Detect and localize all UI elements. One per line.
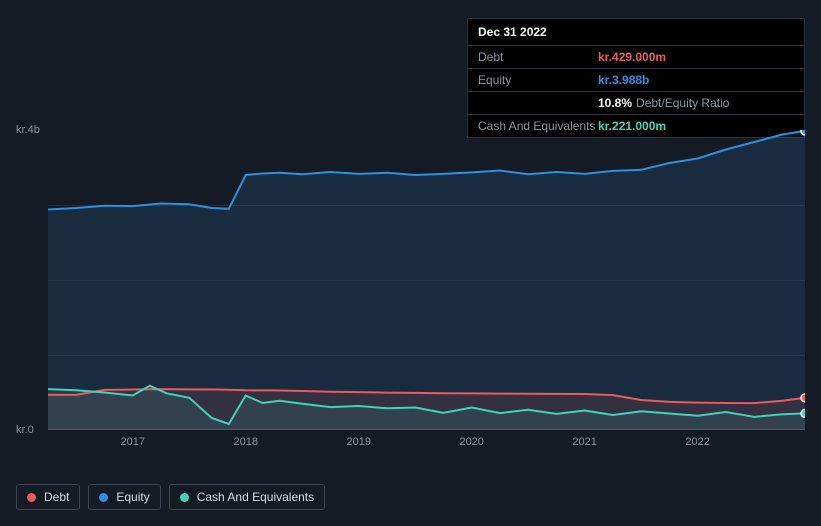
legend-dot-icon — [27, 493, 36, 502]
x-axis-labels: 2017 2018 2019 2020 2021 2022 — [48, 436, 805, 454]
chart-area: 2017 2018 2019 2020 2021 2022 kr.0 kr.4b — [16, 120, 805, 450]
legend: Debt Equity Cash And Equivalents — [16, 484, 325, 510]
y-axis-label: kr.0 — [16, 424, 48, 436]
tooltip-row: Debtkr.429.000m — [468, 46, 804, 69]
x-axis-label: 2017 — [120, 436, 144, 448]
plot-area[interactable] — [48, 130, 805, 430]
chart-container: Dec 31 2022 Debtkr.429.000mEquitykr.3.98… — [0, 0, 821, 526]
tooltip-row-label: Debt — [478, 50, 598, 64]
x-axis-label: 2019 — [346, 436, 370, 448]
tooltip-row-value: kr.3.988b — [598, 73, 649, 87]
series-end-dot-debt — [801, 394, 805, 402]
legend-item-label: Equity — [116, 490, 149, 504]
tooltip-date: Dec 31 2022 — [468, 19, 804, 46]
tooltip-row-value: 10.8%Debt/Equity Ratio — [598, 96, 729, 110]
chart-svg — [48, 130, 805, 430]
tooltip-row: Equitykr.3.988b — [468, 69, 804, 92]
legend-item-label: Debt — [44, 490, 69, 504]
legend-dot-icon — [99, 493, 108, 502]
tooltip-row-label — [478, 96, 598, 110]
tooltip-row-sublabel: Debt/Equity Ratio — [636, 96, 729, 110]
series-end-dot-equity — [801, 130, 805, 135]
x-axis-label: 2020 — [459, 436, 483, 448]
x-axis-label: 2022 — [685, 436, 709, 448]
y-axis-label: kr.4b — [16, 124, 48, 136]
x-axis-label: 2018 — [233, 436, 257, 448]
x-axis-label: 2021 — [572, 436, 596, 448]
legend-item-debt[interactable]: Debt — [16, 484, 80, 510]
series-area-equity — [48, 131, 805, 430]
legend-item-cash-and-equivalents[interactable]: Cash And Equivalents — [169, 484, 325, 510]
legend-item-equity[interactable]: Equity — [88, 484, 160, 510]
legend-dot-icon — [180, 493, 189, 502]
series-end-dot-cash-and-equivalents — [801, 409, 805, 417]
tooltip-row-value: kr.429.000m — [598, 50, 666, 64]
tooltip-row-label: Equity — [478, 73, 598, 87]
legend-item-label: Cash And Equivalents — [197, 490, 314, 504]
tooltip-row: 10.8%Debt/Equity Ratio — [468, 92, 804, 115]
